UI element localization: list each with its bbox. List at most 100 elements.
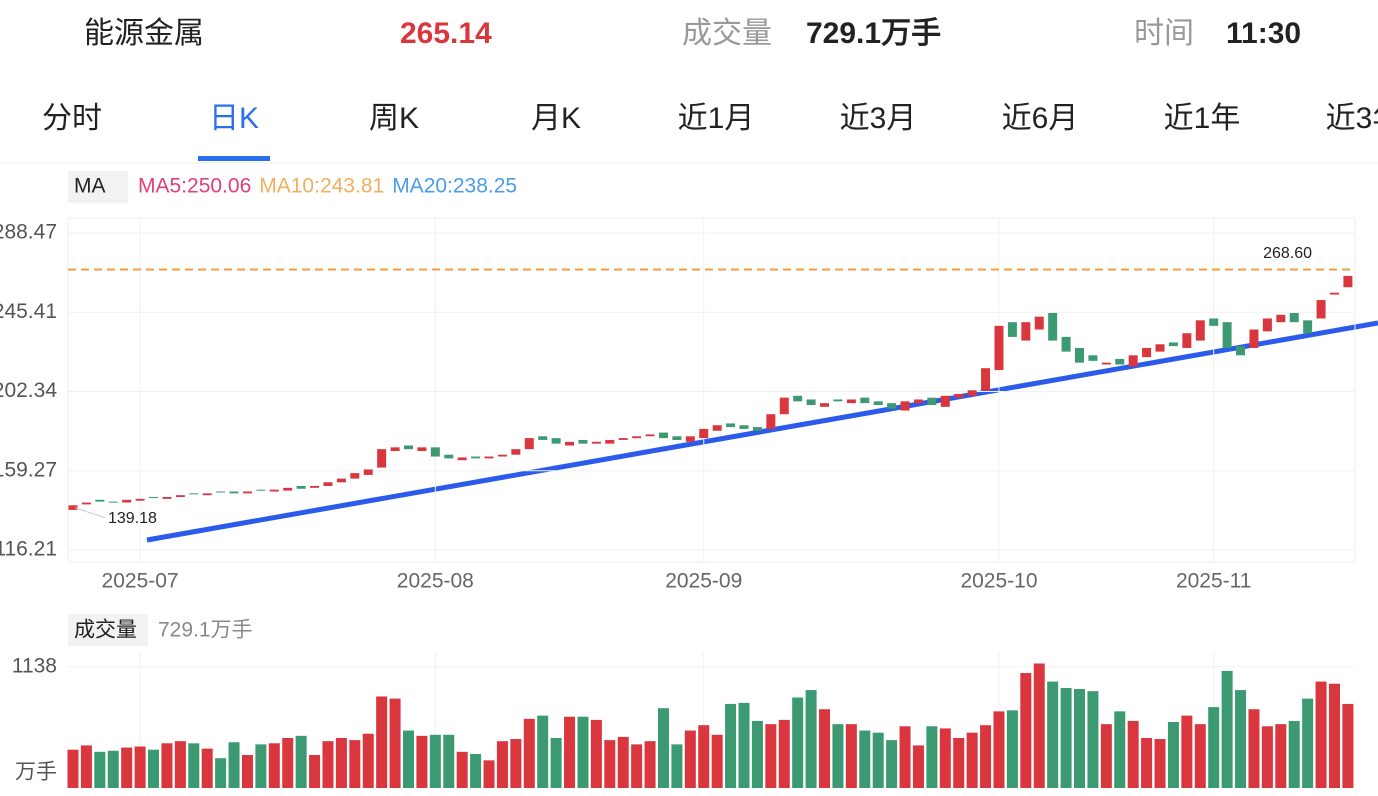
- volume-bar: [832, 724, 844, 788]
- candle: [779, 397, 789, 415]
- candle: [511, 449, 521, 455]
- volume-bar: [1141, 737, 1153, 788]
- volume-bar: [1060, 687, 1072, 788]
- volume-subtitle: 729.1万手: [158, 619, 253, 642]
- candle: [81, 502, 91, 505]
- volume-bar: [926, 726, 938, 788]
- candle: [887, 403, 897, 409]
- volume-bar: [698, 725, 710, 788]
- tab[interactable]: 周K: [369, 102, 419, 135]
- x-tick-label: 2025-11: [1176, 570, 1252, 593]
- tab[interactable]: 近1月: [678, 102, 755, 135]
- y-tick-label: 159.27: [0, 458, 57, 481]
- volume-bar: [711, 734, 723, 788]
- volume-bar: [738, 702, 750, 788]
- candle: [122, 499, 132, 503]
- candle: [699, 428, 709, 439]
- volume-bar: [510, 739, 522, 788]
- candle: [457, 457, 467, 461]
- candle: [175, 495, 185, 498]
- candle: [940, 395, 950, 407]
- candle: [108, 501, 118, 503]
- volume-bar: [1074, 689, 1085, 788]
- tab[interactable]: 近3年: [1326, 102, 1378, 135]
- tab[interactable]: 分时: [42, 102, 102, 135]
- candle: [1048, 312, 1058, 341]
- tab[interactable]: 近6月: [1002, 102, 1079, 135]
- volume-bar: [604, 740, 616, 788]
- candle: [565, 441, 575, 446]
- candle: [1168, 342, 1178, 347]
- candle: [806, 399, 816, 406]
- candle: [900, 401, 910, 411]
- candle: [1276, 314, 1286, 323]
- volume-bar: [886, 740, 898, 788]
- candle: [551, 438, 561, 444]
- volume-bar: [765, 724, 777, 788]
- volume-bar: [590, 719, 602, 788]
- x-tick-label: 2025-10: [960, 570, 1037, 593]
- volume-bar: [1114, 711, 1126, 788]
- volume-bar: [912, 745, 924, 788]
- candle: [1236, 346, 1246, 356]
- candle: [632, 436, 642, 439]
- tab[interactable]: 近3月: [840, 102, 917, 135]
- tab[interactable]: 近1年: [1164, 102, 1241, 135]
- candle: [323, 482, 333, 486]
- candle: [833, 399, 843, 402]
- volume-bar: [1328, 683, 1340, 788]
- volume-bar: [657, 708, 669, 788]
- candle: [497, 454, 507, 457]
- volume-bar: [1235, 690, 1247, 788]
- volume-bar: [429, 734, 441, 788]
- candle: [390, 447, 400, 452]
- candle: [766, 414, 776, 429]
- volume-bar: [335, 737, 347, 788]
- volume-bar: [67, 749, 79, 788]
- volume-bar: [819, 709, 831, 788]
- high-label: 268.60: [1263, 245, 1312, 262]
- x-tick-label: 2025-08: [397, 570, 474, 593]
- volume-bar: [953, 737, 965, 788]
- candle: [739, 425, 749, 429]
- candle: [484, 456, 494, 459]
- legend-entry: MA10:243.81: [259, 175, 384, 198]
- volume-bar: [1208, 707, 1220, 788]
- volume-bar: [1167, 722, 1179, 788]
- volume-bar: [1100, 724, 1112, 788]
- volume-bar: [1342, 703, 1354, 788]
- volume-bar: [845, 724, 857, 788]
- candle: [1222, 322, 1232, 348]
- volume-bar: [1181, 715, 1193, 788]
- volume-bar: [470, 753, 482, 788]
- legend-box: [68, 171, 128, 203]
- tab[interactable]: 日K: [209, 102, 259, 135]
- candle: [726, 423, 736, 428]
- tab[interactable]: 月K: [531, 102, 581, 135]
- candle: [430, 447, 440, 457]
- candle: [1115, 358, 1125, 365]
- low-label: 139.18: [108, 510, 157, 527]
- volume-bar: [1261, 726, 1273, 788]
- x-tick-label: 2025-07: [102, 570, 179, 593]
- volume-bar: [483, 760, 495, 788]
- candle: [591, 441, 601, 444]
- legend-entry: MA20:238.25: [392, 175, 517, 198]
- volume-bar: [496, 741, 508, 788]
- candle: [202, 493, 212, 496]
- volume-bar: [80, 745, 92, 788]
- candle: [216, 491, 226, 493]
- volume-title: 成交量: [74, 619, 137, 642]
- volume-bar: [1033, 663, 1045, 788]
- candle: [860, 397, 870, 404]
- volume-bar: [1154, 739, 1166, 788]
- volume-label: 成交量: [682, 17, 772, 50]
- candle: [672, 436, 682, 440]
- volume-bar: [564, 716, 576, 788]
- candle: [873, 401, 883, 406]
- volume-bar: [389, 698, 401, 788]
- volume-bar: [174, 741, 186, 788]
- y-tick-label: 202.34: [0, 379, 57, 402]
